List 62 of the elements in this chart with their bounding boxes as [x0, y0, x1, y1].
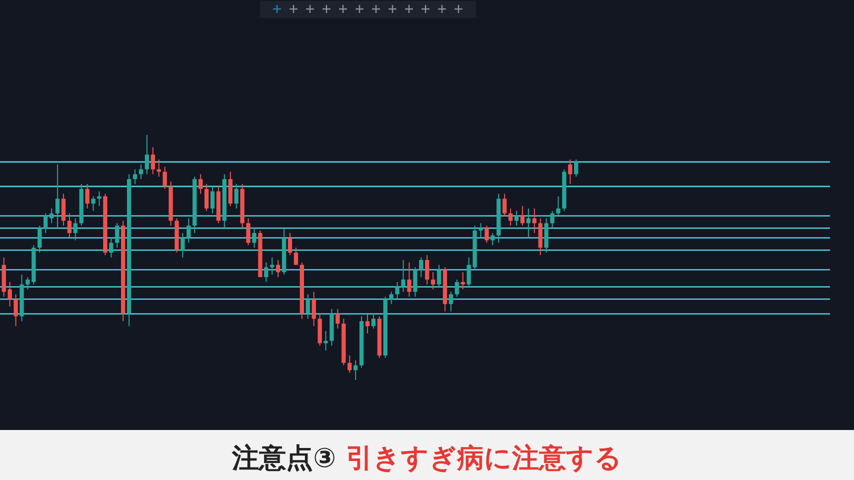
candlestick [568, 159, 572, 184]
candlestick [38, 225, 42, 254]
candlestick [436, 264, 442, 288]
candlestick [109, 237, 114, 258]
candlestick [460, 272, 465, 290]
candlestick [14, 294, 18, 327]
candlestick [425, 254, 430, 285]
candlestick [478, 222, 483, 238]
candlestick [156, 159, 161, 178]
candlestick [294, 247, 298, 266]
candlestick [550, 210, 554, 229]
candlestick [430, 272, 436, 290]
candlestick [162, 166, 167, 190]
candlestick [55, 164, 60, 229]
candlestick [419, 257, 424, 278]
candlestick [508, 208, 513, 226]
candlestick [144, 134, 150, 175]
candlestick [61, 193, 66, 226]
candlestick [270, 257, 274, 276]
candlestick [252, 228, 256, 248]
candlestick [454, 279, 459, 298]
candlestick [276, 259, 280, 278]
candlestick [198, 174, 203, 194]
candlestick [210, 186, 215, 214]
candlestick [448, 291, 454, 312]
candlestick [306, 294, 310, 320]
candlestick [324, 330, 328, 352]
candlestick [180, 232, 185, 258]
candlestick [484, 225, 489, 244]
candlestick [234, 184, 238, 209]
candlestick [502, 193, 507, 216]
candlestick [204, 184, 209, 212]
candlestick [407, 262, 412, 298]
candlestick [401, 259, 406, 292]
candlestick [520, 206, 525, 226]
candlestick [73, 218, 78, 241]
candlestick [490, 232, 495, 246]
text: 注意点③ [231, 443, 336, 474]
candlestick [91, 196, 96, 212]
candlestick [264, 262, 268, 282]
candlestick [389, 291, 394, 305]
candlestick [132, 168, 138, 184]
candlestick [371, 313, 376, 330]
candlestick [395, 282, 400, 300]
candlestick [365, 313, 370, 334]
candlestick [186, 218, 191, 244]
candlestick [312, 291, 316, 327]
candlestick [49, 208, 54, 224]
candlestick [413, 266, 418, 298]
candlestick [336, 308, 340, 330]
candlestick [246, 218, 250, 246]
candlestick [514, 210, 519, 226]
candlestick [67, 212, 72, 238]
candlestick [348, 355, 352, 374]
candlestick [115, 222, 120, 248]
candlestick [150, 146, 155, 175]
text: 引きすぎ病に注意する [346, 443, 622, 474]
candlestick [574, 159, 578, 178]
candlestick [44, 212, 48, 234]
candlestick [556, 196, 560, 216]
candlestick [85, 184, 90, 209]
candlestick [288, 232, 292, 256]
